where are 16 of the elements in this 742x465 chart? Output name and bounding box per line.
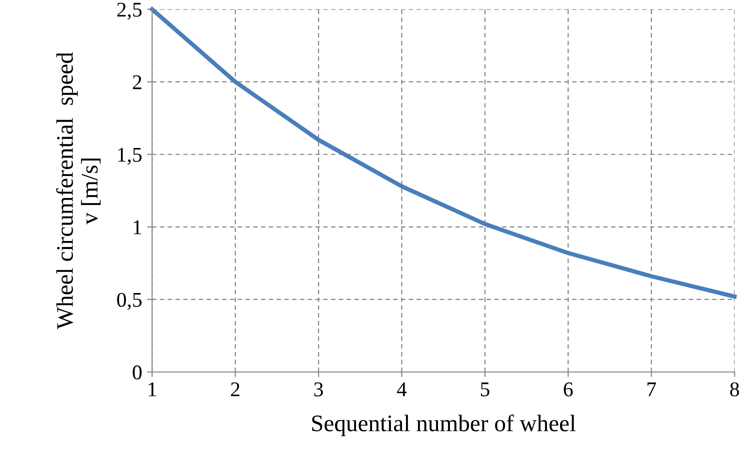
x-tick-label: 6 [564,382,573,396]
y-tick-label: 1,5 [118,148,142,165]
x-tick-label: 2 [231,382,240,396]
x-tick-label: 3 [314,382,323,396]
y-tick-label: 0,5 [117,292,142,310]
x-axis-title: Sequential number of wheel [312,414,576,436]
y-tick-label: 2,5 [117,2,142,20]
x-tick-label: 8 [730,382,739,396]
y-tick-label: 0 [132,365,142,380]
x-tick-label: 1 [148,382,156,396]
y-axis-title: Wheel circumferential speed v [m/s] [56,52,101,330]
x-tick-label: 5 [480,382,490,396]
x-tick-label: 7 [648,382,656,396]
y-tick-label: 1 [134,220,142,234]
x-tick-label: 4 [396,382,407,396]
y-tick-label: 2 [132,75,142,90]
